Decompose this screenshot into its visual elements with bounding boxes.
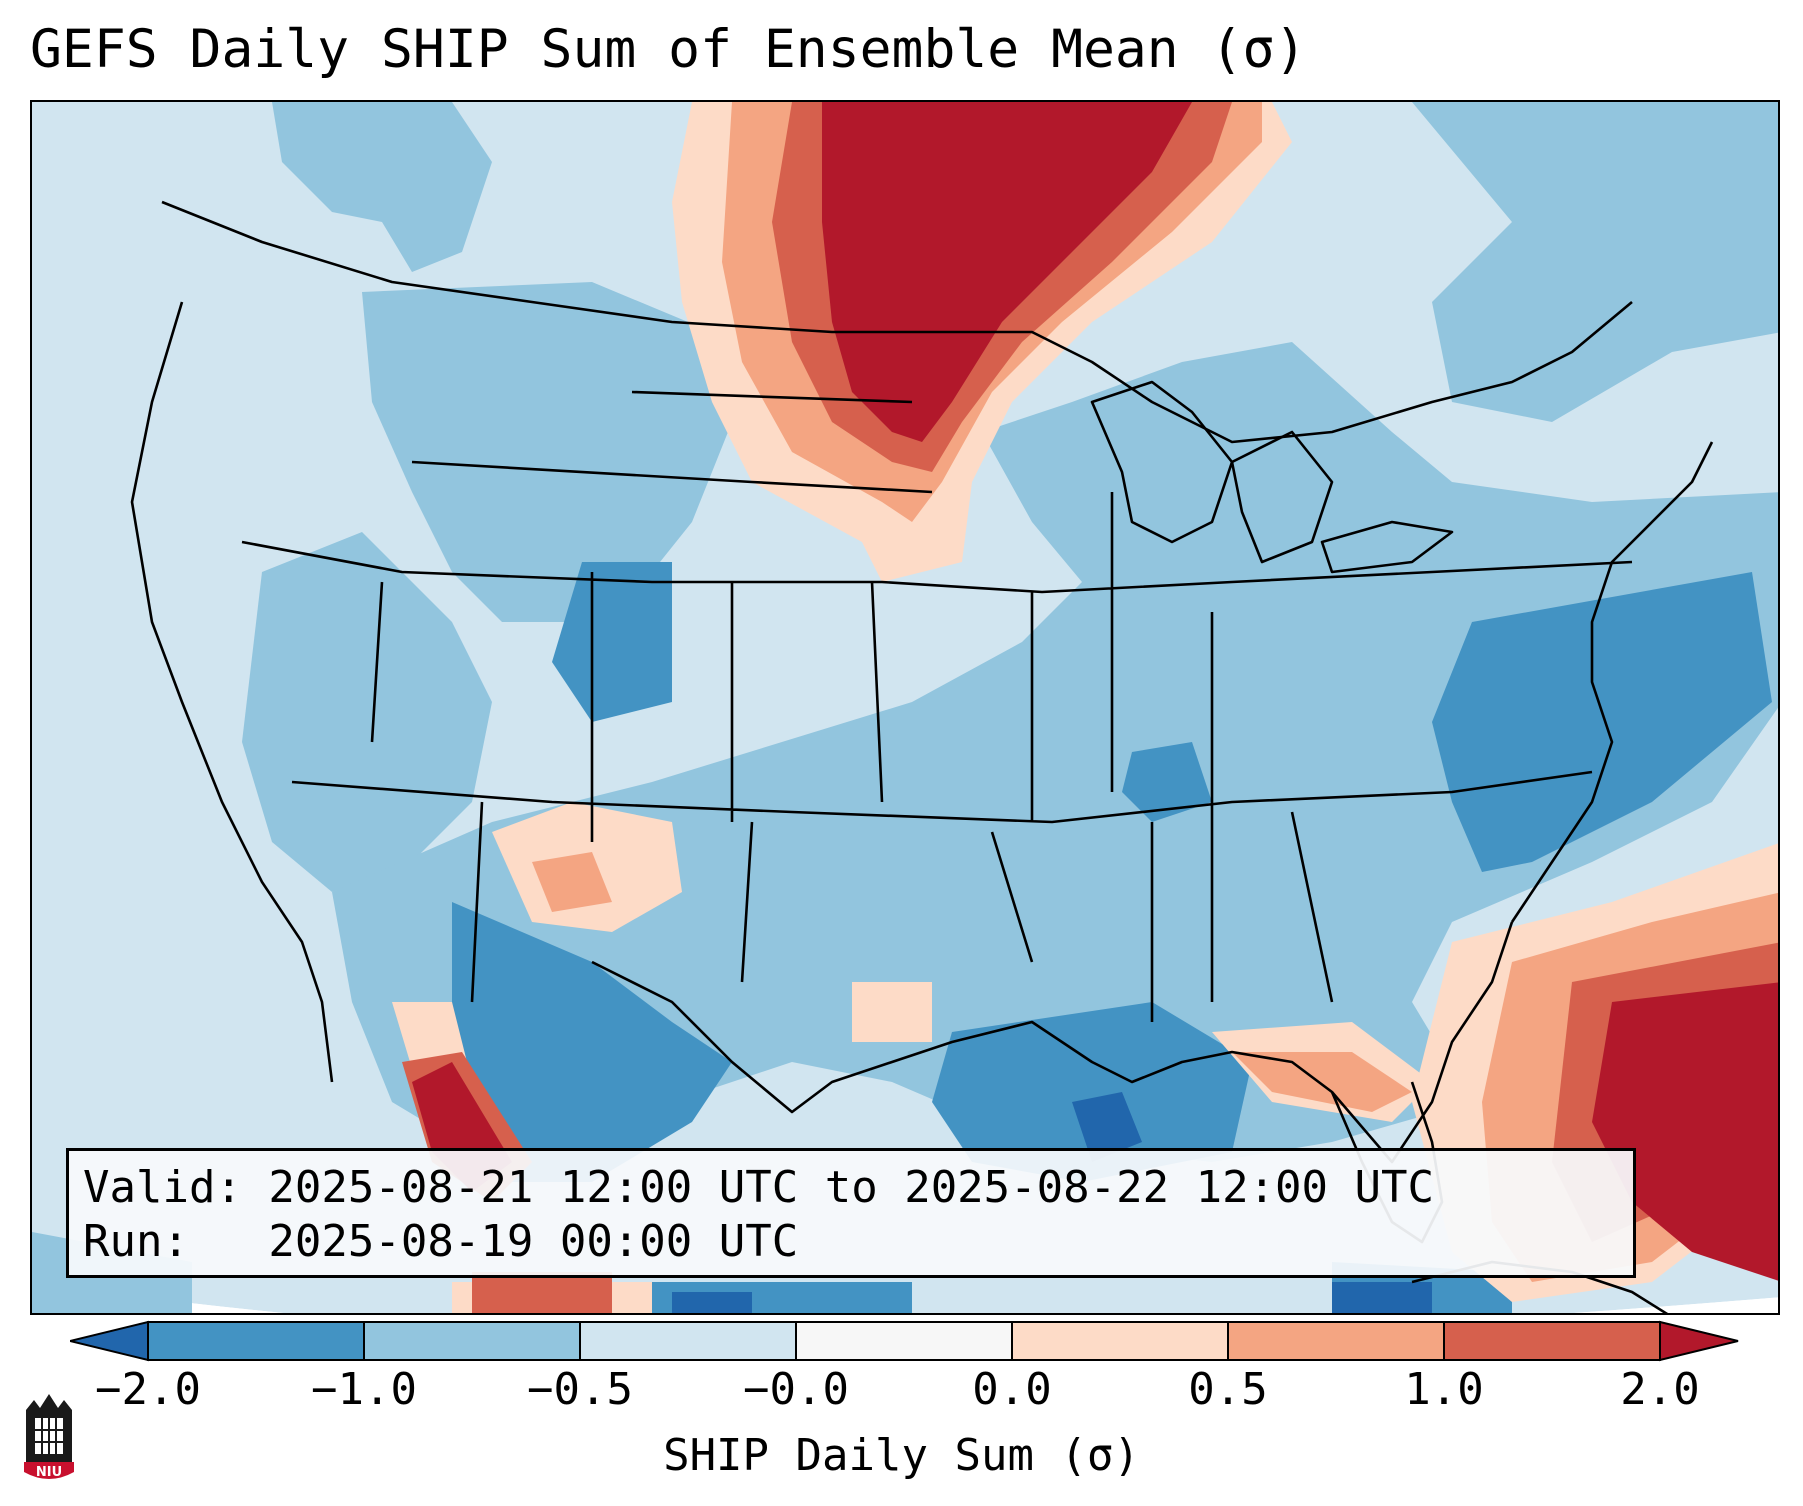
colorbar-segment — [148, 1322, 364, 1360]
colorbar-label: SHIP Daily Sum (σ) — [663, 1430, 1140, 1481]
niu-logo: NIU — [24, 1394, 74, 1480]
map-title: GEFS Daily SHIP Sum of Ensemble Mean (σ) — [30, 19, 1307, 80]
colorbar-tick-label: −0.0 — [743, 1364, 849, 1415]
map-outside-domain — [32, 1282, 1778, 1313]
colorbar-segment — [364, 1322, 580, 1360]
logo-text: NIU — [36, 1465, 62, 1480]
colorbar-tick-label: −1.0 — [311, 1364, 417, 1415]
colorbar-segment — [1444, 1322, 1660, 1360]
colorbar — [70, 1320, 1739, 1362]
colorbar-tick-label: −0.5 — [527, 1364, 633, 1415]
map-panel — [30, 100, 1780, 1315]
colorbar-segment — [1228, 1322, 1444, 1360]
great-lakes — [1090, 380, 1454, 574]
colorbar-extend-high — [1659, 1320, 1739, 1362]
field-dark-blue — [672, 1092, 1432, 1313]
colorbar-segment — [580, 1322, 796, 1360]
field-dark-red — [412, 102, 1778, 1281]
map-canvas — [32, 102, 1778, 1313]
colorbar-tick-label: 1.0 — [1404, 1364, 1484, 1415]
us-canada-border — [161, 200, 1633, 444]
colorbar-segment — [1012, 1322, 1228, 1360]
gulf-coast — [591, 921, 1514, 1164]
west-coast — [130, 301, 334, 1083]
colorbar-tick-label: 0.0 — [972, 1364, 1052, 1415]
valid-time-text: Valid: 2025-08-21 12:00 UTC to 2025-08-2… — [83, 1162, 1435, 1213]
boundary-lines — [130, 200, 1714, 1313]
colorbar-tick-label: 0.5 — [1188, 1364, 1268, 1415]
run-time-text: Run: 2025-08-19 00:00 UTC — [83, 1216, 799, 1267]
state-lines — [241, 390, 1633, 1022]
colorbar-segment — [796, 1322, 1012, 1360]
east-coast — [1510, 441, 1714, 923]
colorbar-tick-label: 2.0 — [1620, 1364, 1700, 1415]
colorbar-tick-label: −2.0 — [95, 1364, 201, 1415]
validity-info-box: Valid: 2025-08-21 12:00 UTC to 2025-08-2… — [66, 1148, 1636, 1278]
colorbar-extend-low — [70, 1320, 149, 1362]
